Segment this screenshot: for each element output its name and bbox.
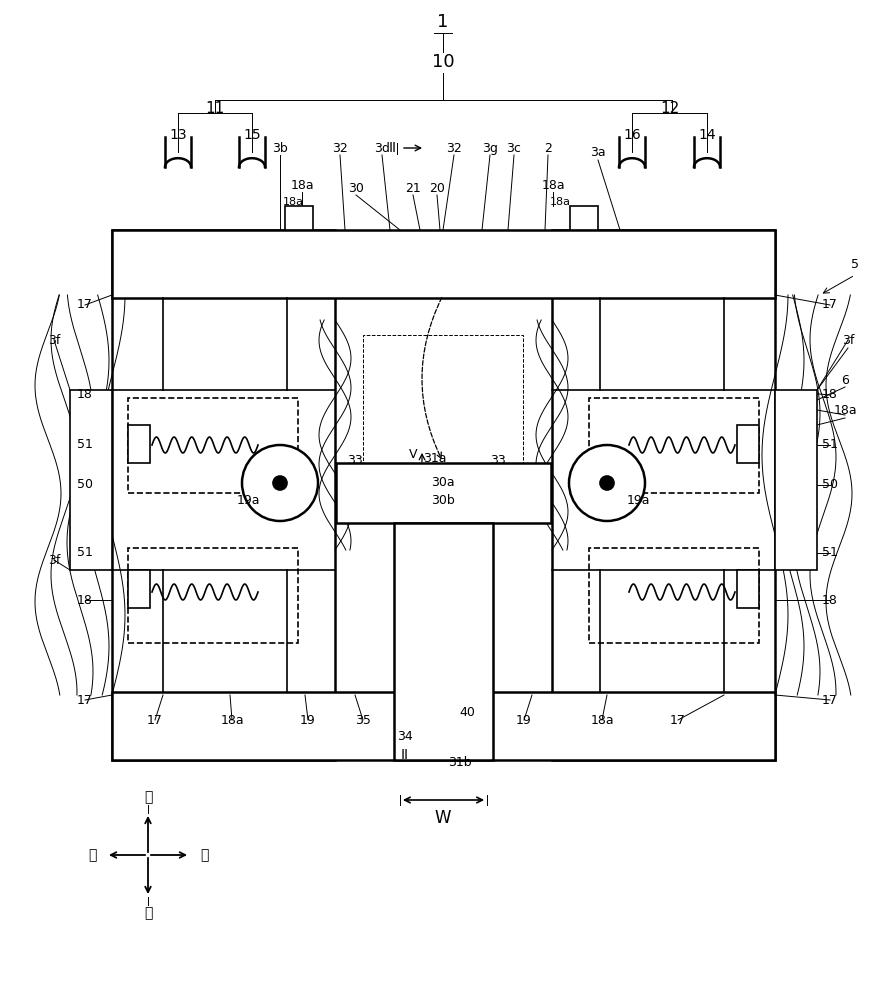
- Text: 18a: 18a: [220, 713, 244, 726]
- Text: 3f: 3f: [48, 554, 60, 566]
- Text: 32: 32: [446, 142, 462, 155]
- Bar: [128, 398, 298, 493]
- Text: 34: 34: [397, 730, 412, 743]
- Text: 2: 2: [543, 142, 551, 155]
- Text: 50: 50: [77, 479, 93, 491]
- Text: 51: 51: [821, 438, 837, 452]
- Text: 30b: 30b: [431, 493, 455, 506]
- Text: 51: 51: [77, 438, 93, 452]
- Bar: [362, 335, 523, 465]
- Text: 30a: 30a: [431, 476, 455, 488]
- Text: 18: 18: [77, 388, 93, 401]
- Text: 18a: 18a: [589, 713, 613, 726]
- Text: 19a: 19a: [626, 493, 649, 506]
- FancyArrowPatch shape: [422, 297, 441, 458]
- Bar: [284, 206, 313, 230]
- Text: 18: 18: [77, 593, 93, 606]
- Text: 20: 20: [429, 182, 445, 195]
- Text: 1: 1: [437, 13, 448, 31]
- Bar: [70, 390, 112, 570]
- Text: 33: 33: [490, 454, 505, 466]
- Text: 51: 51: [77, 546, 93, 560]
- Circle shape: [568, 445, 644, 521]
- Text: 19: 19: [516, 713, 532, 726]
- Text: 16: 16: [623, 128, 641, 142]
- Circle shape: [599, 476, 613, 490]
- Text: II: II: [389, 141, 397, 155]
- Text: 右: 右: [199, 848, 208, 862]
- Text: II: II: [400, 748, 408, 762]
- Text: 17: 17: [821, 298, 837, 312]
- Text: 31a: 31a: [423, 452, 447, 464]
- Text: 17: 17: [669, 713, 685, 726]
- Text: V: V: [408, 448, 416, 462]
- Text: 3f: 3f: [48, 334, 60, 347]
- Text: 17: 17: [77, 298, 93, 312]
- Bar: [112, 692, 774, 760]
- Text: 19a: 19a: [236, 493, 260, 506]
- Text: 下: 下: [144, 906, 152, 920]
- Bar: [112, 230, 774, 298]
- Bar: [128, 548, 298, 643]
- Text: 51: 51: [821, 546, 837, 560]
- Text: 3a: 3a: [589, 146, 605, 159]
- Text: 3g: 3g: [481, 142, 497, 155]
- Text: 30: 30: [347, 182, 363, 195]
- Text: 上: 上: [144, 790, 152, 804]
- Bar: [128, 425, 150, 463]
- Text: 18a: 18a: [282, 197, 303, 207]
- Text: 10: 10: [431, 53, 454, 71]
- Bar: [570, 206, 597, 230]
- Bar: [393, 545, 493, 670]
- Bar: [336, 463, 550, 523]
- Bar: [774, 390, 816, 570]
- Bar: [112, 230, 335, 760]
- Text: 35: 35: [354, 713, 370, 726]
- Bar: [736, 425, 758, 463]
- Text: 5: 5: [850, 258, 858, 271]
- Text: 3b: 3b: [272, 142, 288, 155]
- Text: 19: 19: [299, 713, 315, 726]
- Text: 15: 15: [243, 128, 260, 142]
- Bar: [551, 230, 774, 760]
- Text: 17: 17: [147, 713, 163, 726]
- Text: 12: 12: [660, 101, 679, 116]
- Text: 3d: 3d: [374, 142, 390, 155]
- Text: 3f: 3f: [841, 334, 853, 347]
- Text: 18a: 18a: [549, 197, 570, 207]
- Text: 32: 32: [331, 142, 347, 155]
- Circle shape: [273, 476, 287, 490]
- Text: 6: 6: [840, 373, 848, 386]
- Text: 18: 18: [821, 593, 837, 606]
- Text: 17: 17: [821, 694, 837, 706]
- Bar: [393, 523, 493, 760]
- Bar: [588, 548, 758, 643]
- Text: 18: 18: [821, 388, 837, 401]
- Text: 31b: 31b: [447, 756, 471, 768]
- Text: 18a: 18a: [540, 179, 564, 192]
- Text: 3c: 3c: [506, 142, 521, 155]
- Text: 17: 17: [77, 694, 93, 706]
- Circle shape: [242, 445, 318, 521]
- Text: 左: 左: [88, 848, 96, 862]
- Bar: [128, 570, 150, 608]
- Text: W: W: [434, 809, 451, 827]
- Text: 50: 50: [821, 479, 837, 491]
- Text: 18a: 18a: [290, 179, 314, 192]
- Text: 11: 11: [206, 101, 224, 116]
- Bar: [736, 570, 758, 608]
- Text: 18a: 18a: [832, 403, 856, 416]
- Text: 21: 21: [405, 182, 420, 195]
- Bar: [588, 398, 758, 493]
- Text: 40: 40: [459, 706, 474, 719]
- Text: 13: 13: [169, 128, 187, 142]
- Text: 14: 14: [697, 128, 715, 142]
- Text: 33: 33: [346, 454, 362, 466]
